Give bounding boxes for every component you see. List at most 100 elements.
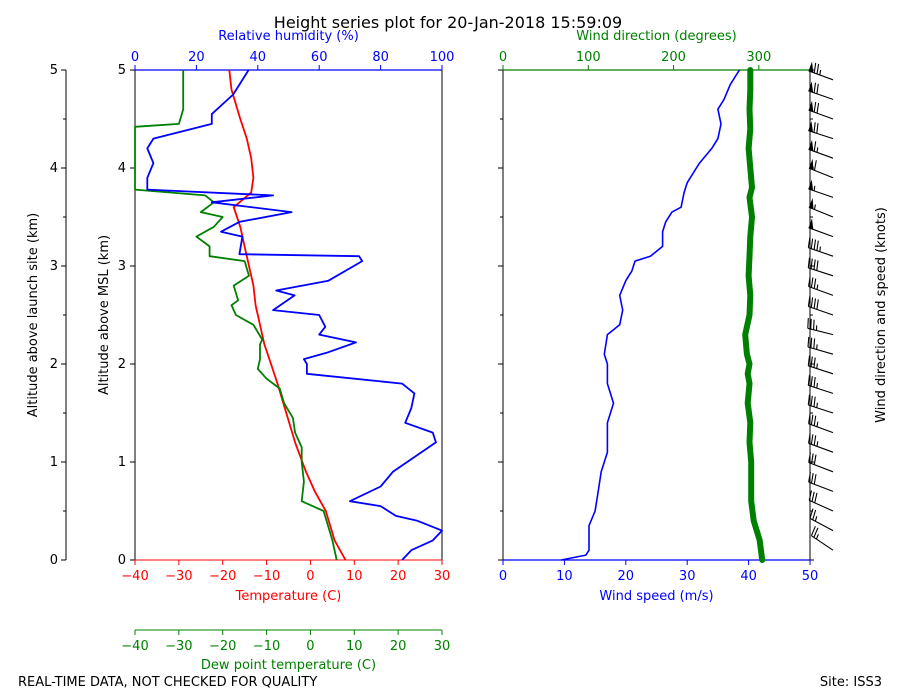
wind-barb — [808, 471, 834, 492]
outer-altitude-tick-label: 3 — [50, 259, 58, 274]
humidity-tick-label: 80 — [372, 50, 389, 65]
wind-barb-shaft — [808, 109, 834, 120]
dewpoint-tick-label: 30 — [434, 639, 451, 654]
wind-barb-full-feather — [813, 415, 817, 426]
wind-speed-tick-label: 50 — [802, 569, 819, 584]
wind-barb — [808, 452, 834, 473]
wind-barb-full-feather — [807, 336, 810, 348]
wind-barb — [807, 318, 834, 336]
wind-barb — [807, 257, 834, 277]
wind-barb-full-feather — [813, 527, 819, 538]
temperature-tick-label: 30 — [434, 569, 451, 584]
dewpoint-axis-label: Dew point temperature (C) — [201, 658, 376, 673]
outer-altitude-tick-label: 5 — [50, 63, 58, 78]
wind-speed-tick-label: 20 — [618, 569, 635, 584]
left-plot-frame — [134, 69, 443, 561]
wind-barb-shaft — [808, 365, 834, 375]
inner-altitude-tick-label: 4 — [118, 161, 126, 176]
wind-barb-full-feather — [810, 395, 813, 406]
wind-barb-shaft — [808, 481, 834, 492]
humidity-tick-label: 60 — [311, 50, 328, 65]
dewpoint-tick-label: 10 — [346, 639, 363, 654]
wind-barb — [809, 508, 834, 532]
thermodynamic-panel: 0 1 2 3 4 5 Altitude above launch site (km) 0 1 2… — [26, 29, 454, 673]
wind-barb-full-feather — [813, 319, 815, 330]
outer-altitude-tick-label: 0 — [50, 553, 58, 568]
wind-barb-full-feather — [813, 122, 816, 133]
wind-direction-tick-label: 300 — [746, 50, 771, 65]
wind-barb-full-feather — [813, 454, 817, 465]
wind-barb-pennant — [808, 218, 814, 230]
wind-barb — [808, 198, 834, 218]
humidity-tick-label: 0 — [131, 50, 139, 65]
wind-barb-half-feather — [816, 284, 819, 290]
wind-barb-full-feather — [816, 83, 819, 94]
wind-barb-pennant — [808, 121, 813, 133]
temperature-tick-label: −10 — [253, 569, 280, 584]
temperature-axis-label: Temperature (C) — [235, 589, 342, 604]
wind-barb-pennant — [808, 198, 814, 210]
wind-barb-full-feather — [813, 435, 817, 446]
wind-barb-full-feather — [813, 396, 816, 407]
wind-barb-half-feather — [816, 383, 818, 389]
wind-barb-shaft — [808, 499, 834, 512]
wind-speed-line — [561, 69, 741, 561]
wind-barb-full-feather — [808, 452, 811, 463]
wind-barb — [807, 394, 834, 414]
temperature-line — [228, 69, 347, 561]
wind-barb-half-feather — [816, 421, 819, 427]
wind-barb-full-feather — [807, 237, 811, 248]
wind-barb-full-feather — [812, 509, 817, 520]
wind-speed-tick-label: 40 — [740, 569, 757, 584]
wind-barb-shaft — [807, 327, 834, 336]
wind-barb-full-feather — [810, 318, 812, 330]
wind-barb-pennant — [808, 81, 814, 93]
wind-barb-full-feather — [816, 123, 819, 134]
wind-barb — [807, 336, 834, 355]
wind-barb-full-feather — [810, 258, 813, 269]
wind-barb-full-feather — [807, 394, 811, 406]
wind-barb — [807, 355, 834, 375]
wind-barb-full-feather — [813, 278, 817, 289]
wind-barb-half-feather — [816, 402, 818, 408]
humidity-tick-label: 100 — [430, 50, 455, 65]
wind-barb-shaft — [808, 148, 834, 159]
wind-barb — [807, 375, 834, 394]
temperature-tick-label: −30 — [165, 569, 192, 584]
wind-barb-shaft — [808, 285, 834, 296]
wind-barb — [808, 218, 834, 238]
wind-barb-full-feather — [813, 377, 816, 388]
wind-speed-tick-label: 10 — [556, 569, 573, 584]
temperature-tick-label: 0 — [306, 569, 314, 584]
wind-barb-full-feather — [810, 434, 814, 445]
wind-direction-tick-label: 100 — [576, 50, 601, 65]
wind-barb-full-feather — [810, 356, 813, 367]
wind-barb — [808, 276, 834, 296]
dewpoint-tick-label: −40 — [121, 639, 148, 654]
wind-barb-full-feather — [807, 355, 811, 366]
wind-barb — [808, 81, 834, 100]
wind-barb-axis-label: Wind direction and speed (knots) — [874, 207, 889, 423]
dewpoint-tick-label: 0 — [306, 639, 314, 654]
wind-barb-full-feather — [813, 239, 817, 250]
wind-barb-half-feather — [814, 516, 818, 522]
wind-barb-full-feather — [808, 471, 811, 483]
quality-notice: REAL-TIME DATA, NOT CHECKED FOR QUALITY — [18, 675, 317, 690]
wind-barb — [808, 413, 834, 434]
inner-altitude-tick-label: 1 — [118, 455, 126, 470]
wind-barb-shaft — [808, 423, 834, 434]
dewpoint-tick-label: −30 — [165, 639, 192, 654]
wind-panel: 0 10 20 30 40 50 Wind speed (m/s) 0 100 200 300 Win… — [498, 29, 889, 604]
wind-barb-full-feather — [807, 296, 811, 307]
wind-barb-shaft — [809, 517, 834, 532]
wind-barb-pennant — [808, 61, 814, 73]
wind-barb — [808, 490, 834, 512]
wind-barb-full-feather — [816, 240, 819, 251]
wind-barb-full-feather — [813, 357, 816, 368]
wind-barb-full-feather — [813, 141, 817, 152]
wind-barb-full-feather — [807, 257, 811, 268]
wind-barb-half-feather — [816, 147, 819, 153]
wind-barb-pennant — [808, 158, 814, 170]
wind-barb-full-feather — [814, 492, 818, 504]
humidity-tick-label: 40 — [250, 50, 267, 65]
